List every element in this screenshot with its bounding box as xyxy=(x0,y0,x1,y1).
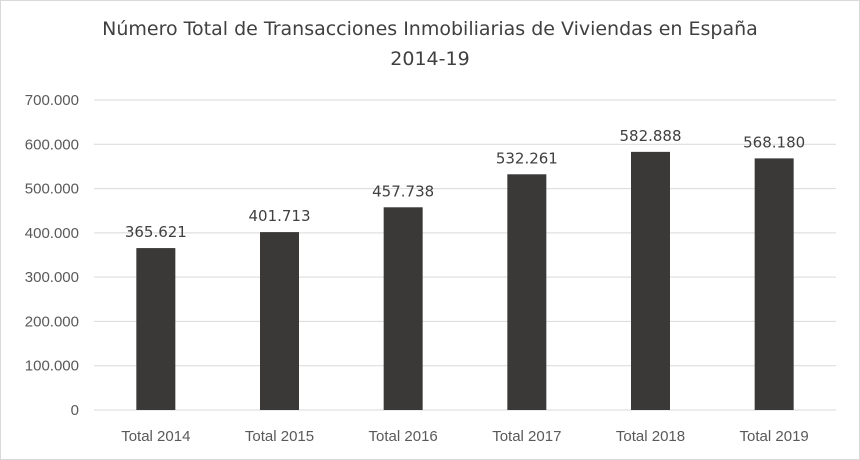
y-tick-label: 0 xyxy=(71,402,79,419)
chart-title-line-2: 2014-19 xyxy=(390,48,470,70)
x-tick-label: Total 2019 xyxy=(740,428,809,445)
data-label: 401.713 xyxy=(248,207,310,225)
data-labels: 365.621 401.713 457.738 532.261 582.888 568.1… xyxy=(125,127,805,241)
y-tick-label: 100.000 xyxy=(25,358,79,375)
y-tick-label: 700.000 xyxy=(25,92,79,109)
y-axis-tick-labels: 0 100.000 200.000 300.000 400.000 500.000 600.… xyxy=(25,92,79,419)
y-tick-label: 300.000 xyxy=(25,269,79,286)
y-tick-label: 200.000 xyxy=(25,313,79,330)
bar xyxy=(754,158,794,410)
data-label: 568.180 xyxy=(743,133,805,151)
bar xyxy=(507,174,547,410)
x-tick-label: Total 2017 xyxy=(492,428,561,445)
y-tick-label: 500.000 xyxy=(25,181,79,198)
bars xyxy=(136,151,794,410)
x-axis-tick-labels: Total 2014 Total 2015 Total 2016 Total 2017… xyxy=(121,428,809,445)
x-tick-label: Total 2015 xyxy=(245,428,314,445)
data-label: 582.888 xyxy=(619,127,681,145)
x-tick-label: Total 2018 xyxy=(616,428,685,445)
data-label: 532.261 xyxy=(496,149,558,167)
grid-lines xyxy=(94,99,836,411)
bar xyxy=(383,207,423,410)
y-tick-label: 400.000 xyxy=(25,225,79,242)
y-tick-label: 600.000 xyxy=(25,136,79,153)
data-label: 457.738 xyxy=(372,182,434,200)
data-label: 365.621 xyxy=(125,223,187,241)
bar xyxy=(260,232,299,410)
bar xyxy=(136,248,176,410)
chart-title-line-1: Número Total de Transacciones Inmobiliar… xyxy=(102,18,758,40)
x-tick-label: Total 2014 xyxy=(121,428,190,445)
x-tick-label: Total 2016 xyxy=(369,428,438,445)
bar xyxy=(631,151,670,410)
